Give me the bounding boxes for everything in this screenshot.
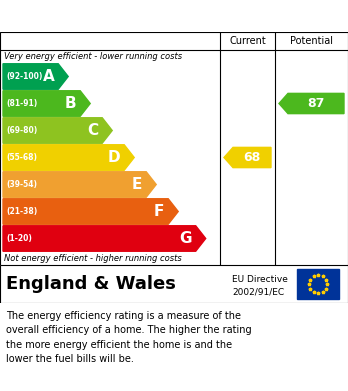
Text: E: E — [132, 177, 142, 192]
Text: Potential: Potential — [290, 36, 333, 46]
Text: B: B — [65, 96, 76, 111]
Text: England & Wales: England & Wales — [6, 275, 176, 293]
Text: (1-20): (1-20) — [6, 234, 32, 243]
Polygon shape — [3, 91, 90, 116]
Text: Very energy efficient - lower running costs: Very energy efficient - lower running co… — [4, 52, 182, 61]
Text: A: A — [42, 69, 54, 84]
Text: C: C — [87, 123, 98, 138]
Polygon shape — [3, 199, 178, 224]
Text: 87: 87 — [307, 97, 325, 110]
Text: G: G — [179, 231, 192, 246]
Polygon shape — [224, 147, 271, 168]
Polygon shape — [3, 172, 156, 197]
Polygon shape — [3, 64, 68, 89]
Bar — [297, 269, 339, 299]
Text: The energy efficiency rating is a measure of the
overall efficiency of a home. T: The energy efficiency rating is a measur… — [6, 311, 252, 364]
Text: 2002/91/EC: 2002/91/EC — [232, 287, 284, 296]
Text: 68: 68 — [243, 151, 261, 164]
Polygon shape — [3, 226, 206, 251]
Polygon shape — [3, 145, 134, 170]
Polygon shape — [3, 118, 112, 143]
Text: Current: Current — [229, 36, 266, 46]
Polygon shape — [279, 93, 344, 114]
Text: (21-38): (21-38) — [6, 207, 37, 216]
Text: F: F — [154, 204, 164, 219]
Text: Not energy efficient - higher running costs: Not energy efficient - higher running co… — [4, 254, 182, 263]
Text: D: D — [108, 150, 120, 165]
Text: (92-100): (92-100) — [6, 72, 42, 81]
Text: (69-80): (69-80) — [6, 126, 37, 135]
Text: (55-68): (55-68) — [6, 153, 37, 162]
Text: (39-54): (39-54) — [6, 180, 37, 189]
Text: Energy Efficiency Rating: Energy Efficiency Rating — [9, 9, 211, 24]
Text: EU Directive: EU Directive — [232, 275, 288, 284]
Text: (81-91): (81-91) — [6, 99, 37, 108]
